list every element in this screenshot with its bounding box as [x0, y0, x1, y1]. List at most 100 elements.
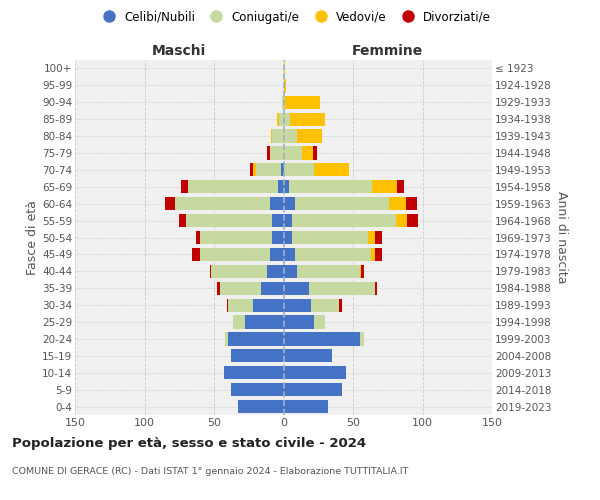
Bar	[230, 383, 284, 396]
Bar	[284, 400, 328, 413]
Bar	[285, 96, 320, 109]
Bar	[228, 332, 284, 345]
Bar	[284, 282, 308, 295]
Bar	[192, 248, 200, 261]
Bar	[339, 298, 342, 312]
Bar	[200, 248, 269, 261]
Bar	[224, 366, 284, 380]
Bar	[373, 180, 397, 194]
Bar	[292, 214, 396, 227]
Bar	[284, 366, 346, 380]
Bar	[277, 112, 280, 126]
Bar	[186, 214, 272, 227]
Bar	[284, 332, 360, 345]
Bar	[233, 316, 245, 328]
Bar	[397, 180, 404, 194]
Bar	[375, 231, 382, 244]
Bar	[284, 197, 295, 210]
Bar	[284, 264, 298, 278]
Bar	[284, 79, 286, 92]
Bar	[289, 180, 373, 194]
Bar	[314, 316, 325, 328]
Bar	[230, 349, 284, 362]
Bar	[284, 62, 285, 75]
Bar	[308, 282, 375, 295]
Bar	[261, 282, 284, 295]
Bar	[284, 316, 314, 328]
Bar	[272, 231, 284, 244]
Bar	[225, 332, 228, 345]
Bar	[284, 130, 298, 142]
Bar	[284, 164, 314, 176]
Bar	[220, 282, 261, 295]
Bar	[245, 316, 284, 328]
Bar	[179, 214, 186, 227]
Bar	[284, 383, 342, 396]
Bar	[298, 130, 322, 142]
Bar	[282, 96, 284, 109]
Bar	[375, 248, 382, 261]
Bar	[371, 248, 375, 261]
Bar	[269, 197, 284, 210]
Bar	[272, 130, 284, 142]
Bar	[269, 248, 284, 261]
Bar	[280, 112, 284, 126]
Bar	[290, 112, 325, 126]
Bar	[238, 400, 284, 413]
Bar	[375, 282, 377, 295]
Bar	[295, 197, 389, 210]
Bar	[284, 214, 292, 227]
Bar	[284, 180, 289, 194]
Bar	[396, 214, 407, 227]
Bar	[200, 231, 272, 244]
Y-axis label: Fasce di età: Fasce di età	[26, 200, 39, 275]
Bar	[272, 214, 284, 227]
Bar	[284, 248, 295, 261]
Bar	[181, 180, 188, 194]
Bar	[166, 197, 175, 210]
Bar	[360, 332, 364, 345]
Bar	[227, 298, 228, 312]
Bar	[368, 231, 375, 244]
Bar	[250, 164, 253, 176]
Bar	[267, 146, 269, 160]
Bar	[284, 231, 292, 244]
Bar	[292, 231, 368, 244]
Bar	[284, 96, 285, 109]
Bar	[302, 146, 313, 160]
Legend: Celibi/Nubili, Coniugati/e, Vedovi/e, Divorziati/e: Celibi/Nubili, Coniugati/e, Vedovi/e, Di…	[92, 6, 496, 28]
Bar	[406, 197, 417, 210]
Bar	[267, 264, 284, 278]
Bar	[284, 298, 311, 312]
Bar	[278, 180, 284, 194]
Bar	[210, 264, 211, 278]
Bar	[228, 298, 253, 312]
Bar	[253, 164, 256, 176]
Y-axis label: Anni di nascita: Anni di nascita	[555, 191, 568, 284]
Bar	[313, 146, 317, 160]
Bar	[284, 112, 290, 126]
Bar	[253, 298, 284, 312]
Bar	[361, 264, 364, 278]
Bar	[196, 231, 200, 244]
Bar	[389, 197, 406, 210]
Bar	[298, 264, 360, 278]
Bar	[407, 214, 418, 227]
Text: Femmine: Femmine	[352, 44, 424, 59]
Bar	[175, 197, 269, 210]
Bar	[281, 164, 284, 176]
Bar	[314, 164, 349, 176]
Text: Maschi: Maschi	[152, 44, 206, 59]
Bar	[256, 164, 281, 176]
Bar	[360, 264, 361, 278]
Text: Popolazione per età, sesso e stato civile - 2024: Popolazione per età, sesso e stato civil…	[12, 438, 366, 450]
Bar	[284, 146, 302, 160]
Bar	[284, 349, 332, 362]
Text: COMUNE DI GERACE (RC) - Dati ISTAT 1° gennaio 2024 - Elaborazione TUTTITALIA.IT: COMUNE DI GERACE (RC) - Dati ISTAT 1° ge…	[12, 468, 409, 476]
Bar	[311, 298, 339, 312]
Bar	[271, 130, 272, 142]
Bar	[269, 146, 284, 160]
Bar	[211, 264, 267, 278]
Bar	[295, 248, 371, 261]
Bar	[217, 282, 220, 295]
